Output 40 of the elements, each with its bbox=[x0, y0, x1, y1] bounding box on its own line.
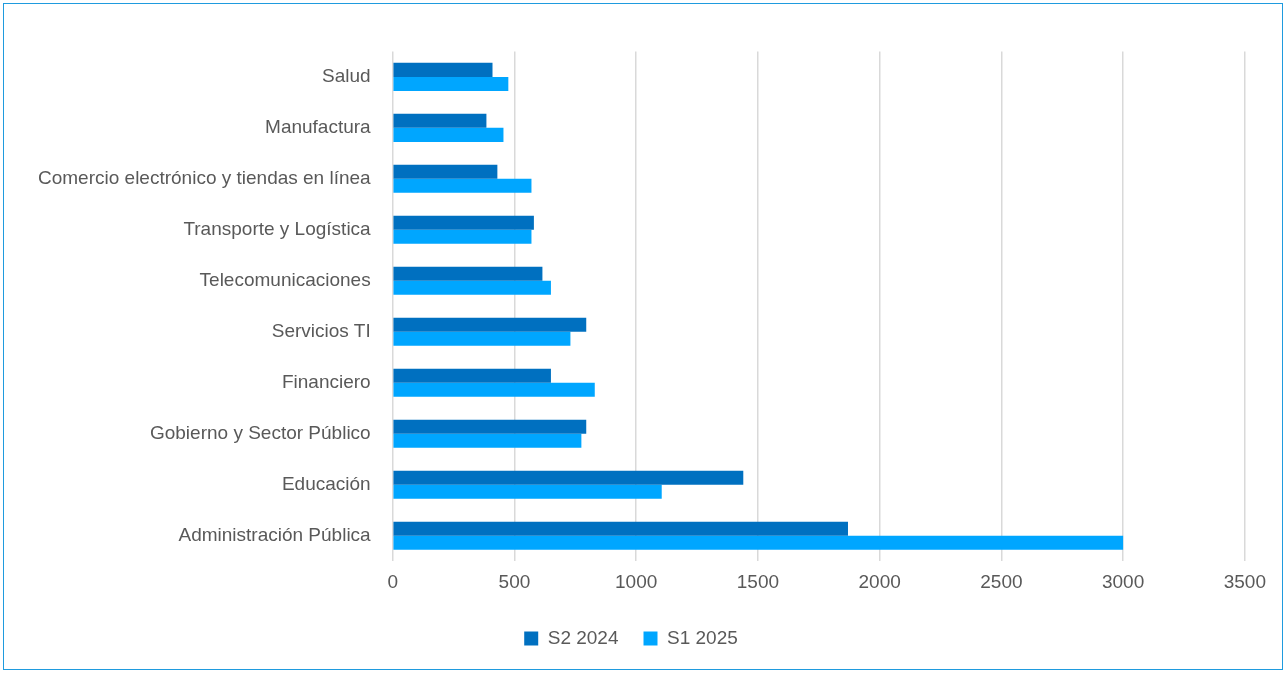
bar bbox=[393, 280, 551, 295]
y-tick-label: Financiero bbox=[281, 371, 371, 392]
legend-label: S1 2025 bbox=[667, 626, 738, 648]
y-tick-label: Comercio electrónico y tiendas en línea bbox=[37, 167, 372, 189]
y-tick-label: Administración Pública bbox=[178, 523, 372, 545]
bar bbox=[393, 382, 595, 397]
bar bbox=[393, 317, 587, 332]
x-tick-label: 1500 bbox=[736, 570, 780, 592]
x-tick-label: 2000 bbox=[858, 570, 901, 592]
x-tick-label: 3000 bbox=[1101, 570, 1145, 592]
x-tick-label: 1000 bbox=[615, 570, 658, 592]
x-tick-label: 0 bbox=[387, 570, 398, 592]
y-tick-label: Gobierno y Sector Público bbox=[149, 421, 371, 443]
y-tick-label: Telecomunicaciones bbox=[199, 269, 371, 291]
y-tick-label: Servicios TI bbox=[271, 320, 371, 342]
y-tick-label: Transporte y Logística bbox=[183, 218, 372, 240]
legend-label: S2 2024 bbox=[547, 626, 619, 648]
y-tick-label: Salud bbox=[322, 65, 371, 87]
bar bbox=[393, 178, 532, 193]
bar bbox=[393, 484, 662, 499]
bar bbox=[393, 229, 532, 244]
bar bbox=[393, 164, 498, 179]
bar bbox=[393, 470, 744, 485]
bar bbox=[393, 535, 1124, 550]
bar bbox=[393, 521, 848, 536]
bar bbox=[393, 215, 534, 230]
bar bbox=[393, 266, 543, 281]
bar bbox=[393, 433, 582, 448]
bar bbox=[393, 127, 504, 142]
y-tick-label: Manufactura bbox=[265, 116, 372, 138]
bar bbox=[393, 62, 493, 77]
bar bbox=[393, 76, 509, 91]
bar bbox=[393, 113, 487, 128]
bar bbox=[393, 368, 551, 383]
y-tick-label: Educación bbox=[281, 472, 371, 494]
x-tick-label: 2500 bbox=[980, 570, 1023, 592]
x-tick-label: 500 bbox=[498, 570, 531, 592]
bar bbox=[393, 419, 587, 434]
x-tick-label: 3500 bbox=[1223, 570, 1267, 592]
bar bbox=[393, 331, 571, 346]
